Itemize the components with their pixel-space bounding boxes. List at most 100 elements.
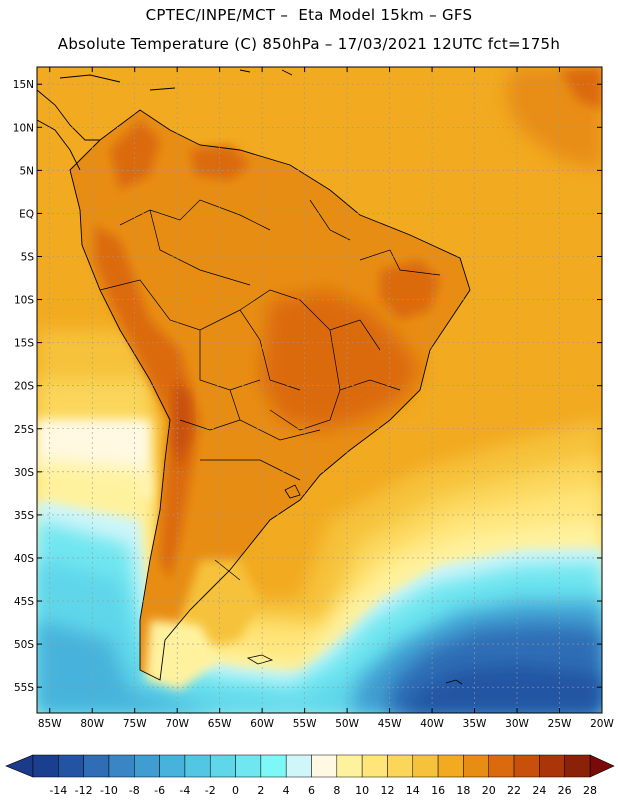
colorbar-swatch [311, 754, 338, 778]
colorbar-label: 10 [355, 784, 369, 797]
colorbar-label: 26 [558, 784, 572, 797]
colorbar-swatch [336, 754, 363, 778]
graticule [37, 67, 603, 713]
colorbar-label: -12 [75, 784, 93, 797]
lon-tick-label: 25W [548, 718, 572, 730]
lat-tick-label: 50S [14, 639, 34, 651]
lon-tick-label: 20W [590, 718, 614, 730]
lon-tick-label: 70W [165, 718, 189, 730]
hot-zone-north [110, 120, 160, 190]
colorbar-swatch [184, 754, 211, 778]
colorbar-label: 16 [431, 784, 445, 797]
lat-tick-label: 15S [14, 338, 34, 350]
colorbar-label: -2 [205, 784, 216, 797]
colorbar-swatch [108, 754, 135, 778]
central-america-coast [37, 89, 100, 171]
temperature-field [37, 67, 602, 713]
colorbar-high-arrow [589, 754, 615, 778]
island-falklands [246, 654, 274, 665]
colorbar-swatch [209, 754, 236, 778]
lat-tick-label: 5S [21, 251, 35, 263]
colorbar-label: 0 [232, 784, 239, 797]
colorbar-label: 6 [308, 784, 315, 797]
lat-tick-label: 5N [19, 165, 34, 177]
coastline [69, 109, 471, 681]
colorbar-swatch [235, 754, 262, 778]
colorbar-swatch [488, 754, 515, 778]
colorbar-label: 4 [283, 784, 290, 797]
island-south-georgia [445, 679, 463, 685]
colorbar-swatch [463, 754, 489, 778]
map-frame [36, 66, 603, 714]
lon-tick-label: 55W [293, 718, 317, 730]
colorbar-swatch [159, 754, 186, 778]
lat-tick-label: 20S [14, 381, 34, 393]
colorbar-label: 22 [507, 784, 521, 797]
colorbar-swatch [513, 754, 540, 778]
colorbar-label: 28 [583, 784, 597, 797]
lon-tick-label: 40W [420, 718, 444, 730]
colorbar-label: 24 [532, 784, 546, 797]
colorbar-label: -14 [49, 784, 67, 797]
lat-tick-label: 10N [13, 122, 34, 134]
caribbean-islands [59, 69, 293, 91]
lat-tick-label: 55S [14, 682, 34, 694]
title-line-2: Absolute Temperature (C) 850hPa – 17/03/… [57, 35, 561, 53]
lon-tick-label: 75W [123, 718, 147, 730]
band-minus2-0 [37, 620, 220, 713]
longitude-ticks: 85W 80W 75W 70W 65W 60W 55W 50W 45W 40W 35W 30W 25W 2… [38, 67, 614, 730]
colorbar-swatch [285, 754, 312, 778]
colorbar-low-arrow [5, 754, 34, 778]
hot-spot-northeast [560, 67, 602, 110]
lat-tick-label: 45S [14, 596, 34, 608]
lat-tick-label: EQ [19, 208, 34, 220]
lat-tick-label: 40S [14, 553, 34, 565]
title-line-1: CPTEC/INPE/MCT – Eta Model 15km – GFS [145, 6, 473, 24]
lat-tick-label: 35S [14, 510, 34, 522]
colorbar-label: 18 [456, 784, 470, 797]
colorbar-swatch [437, 754, 464, 778]
lat-tick-label: 25S [14, 424, 34, 436]
lat-tick-label: 15N [13, 79, 34, 91]
lon-tick-label: 85W [38, 718, 62, 730]
colorbar-label: 12 [380, 784, 394, 797]
colorbar-swatch [539, 754, 565, 778]
colorbar-swatch [83, 754, 110, 778]
colorbar-label: 2 [257, 784, 264, 797]
hot-zone-andes [95, 225, 200, 580]
colorbar-label: -6 [154, 784, 165, 797]
colorbar-swatch [387, 754, 414, 778]
hot-zone-venezuela [190, 145, 250, 180]
colorbar-swatch [32, 754, 59, 778]
colorbar-label: -4 [179, 784, 190, 797]
lon-tick-label: 80W [80, 718, 104, 730]
country-borders [99, 199, 441, 581]
lon-tick-label: 50W [335, 718, 359, 730]
colorbar-swatch [260, 754, 287, 778]
lon-tick-label: 45W [378, 718, 402, 730]
colorbar-label: 8 [333, 784, 340, 797]
colorbar: -14 -12 -10 -8 -6 -4 -2 0 2 4 6 8 10 12 14 16 18 20 22 24 26… [5, 754, 615, 797]
colorbar-swatch [361, 754, 388, 778]
colorbar-swatch [134, 754, 160, 778]
hot-zone-northeast-brazil [380, 260, 440, 320]
colorbar-label: -10 [100, 784, 118, 797]
latitude-ticks: 15N 10N 5N EQ 5S 10S 15S 20S 25S 30S 35S 40S 45S 50S 5… [13, 79, 602, 694]
hot-zone-brazil [260, 290, 420, 430]
colorbar-swatch [412, 754, 439, 778]
lat-tick-label: 30S [14, 467, 34, 479]
colorbar-label: -8 [129, 784, 140, 797]
band-minus12-minus10 [400, 665, 602, 713]
colorbar-swatch [564, 754, 591, 778]
lat-tick-label: 10S [14, 295, 34, 307]
lon-tick-label: 65W [208, 718, 232, 730]
lon-tick-label: 35W [463, 718, 487, 730]
colorbar-label: 14 [406, 784, 420, 797]
lon-tick-label: 30W [505, 718, 529, 730]
colorbar-label: 20 [482, 784, 496, 797]
lon-tick-label: 60W [250, 718, 274, 730]
colorbar-swatch [58, 754, 84, 778]
uruguay-lake [284, 484, 301, 499]
cool-zone-southern-tip [145, 620, 220, 690]
